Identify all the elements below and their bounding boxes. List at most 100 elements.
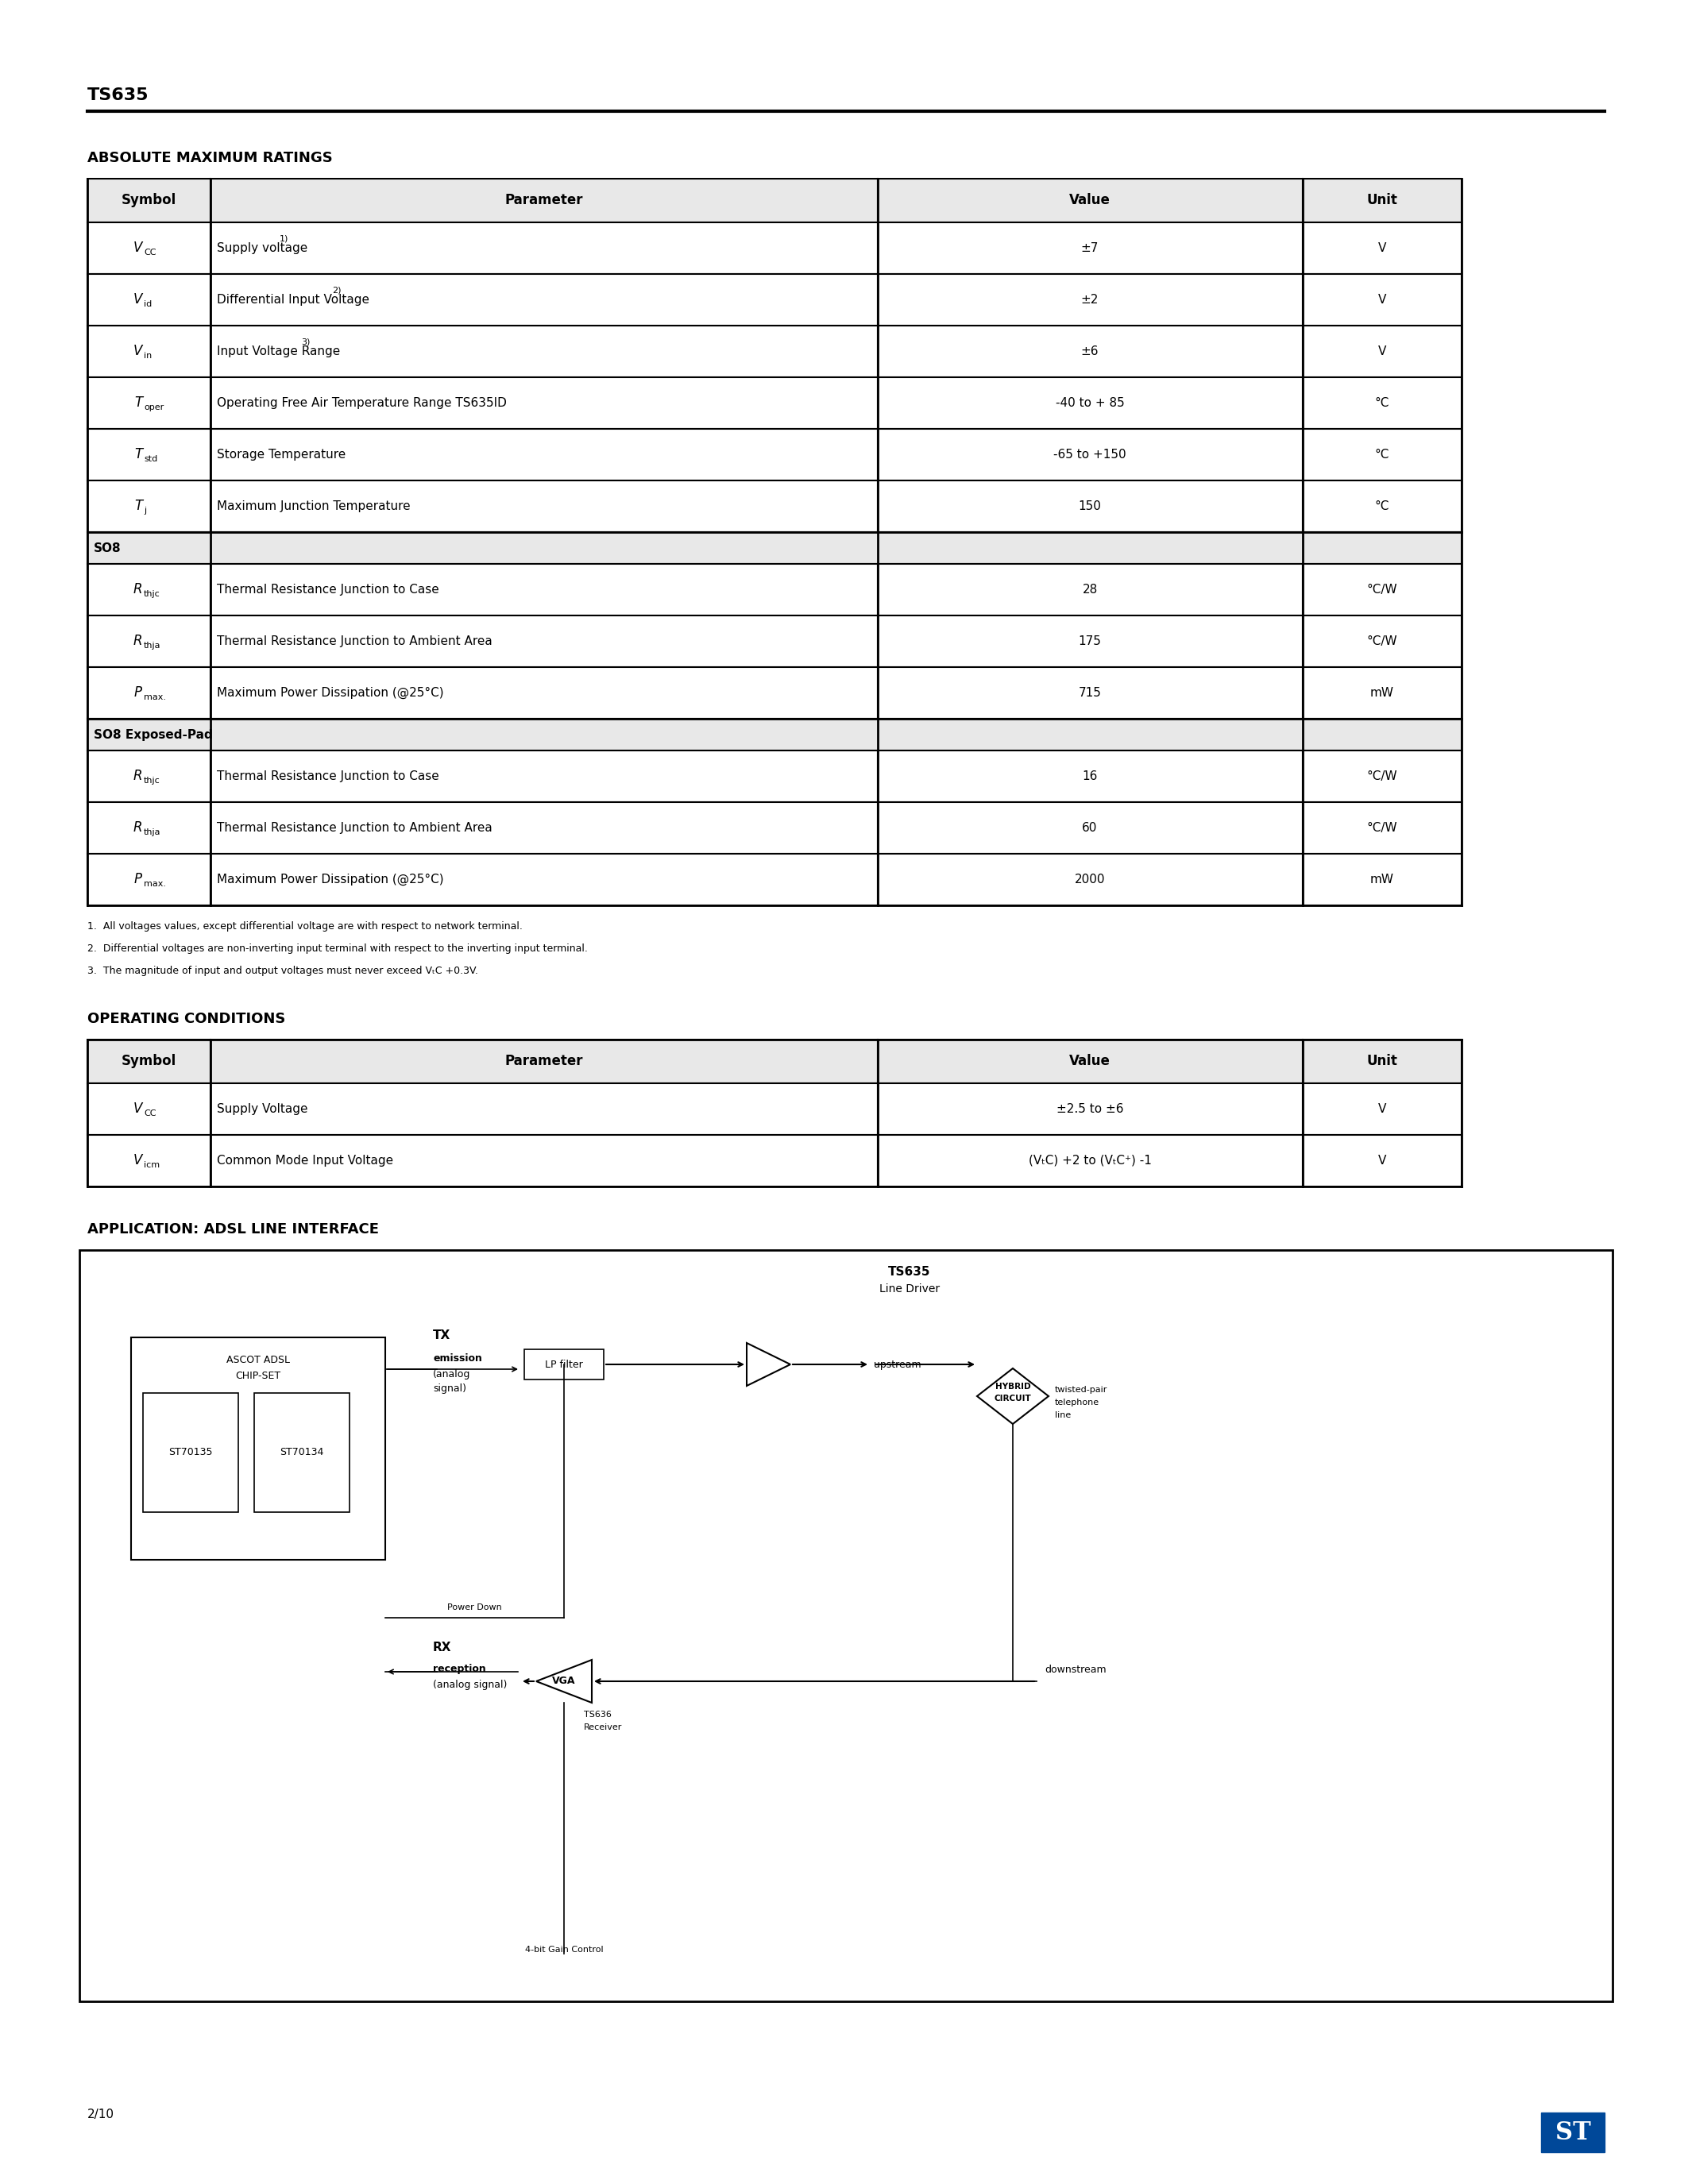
Text: R: R (133, 769, 142, 784)
Text: j: j (143, 507, 147, 515)
Text: 3): 3) (302, 339, 311, 345)
Text: R: R (133, 583, 142, 596)
Bar (79, 1249, 1612, 2001)
Text: 1.  All voltages values, except differential voltage are with respect to network: 1. All voltages values, except different… (88, 922, 523, 933)
Text: HYBRID: HYBRID (996, 1382, 1030, 1391)
Text: -65 to +150: -65 to +150 (1053, 448, 1126, 461)
Text: mW: mW (1371, 686, 1394, 699)
Bar (878, 273, 1303, 325)
Bar (878, 428, 1303, 480)
Text: P: P (135, 871, 142, 887)
Text: Parameter: Parameter (505, 1055, 584, 1068)
Bar (211, 325, 878, 378)
Text: V: V (133, 1153, 142, 1168)
Text: T: T (133, 498, 142, 513)
Text: V: V (133, 1101, 142, 1116)
Bar (878, 616, 1303, 666)
Text: max.: max. (143, 880, 165, 889)
Text: Supply Voltage: Supply Voltage (216, 1103, 307, 1114)
Bar (1303, 325, 1462, 378)
Bar (211, 223, 878, 273)
Text: id: id (143, 299, 152, 308)
Text: icm: icm (143, 1162, 160, 1168)
Text: Parameter: Parameter (505, 192, 584, 207)
Bar (88, 751, 211, 802)
Bar (878, 223, 1303, 273)
Text: twisted-pair: twisted-pair (1055, 1387, 1107, 1393)
Text: Input Voltage Range: Input Voltage Range (216, 345, 341, 356)
Bar (878, 480, 1303, 533)
Bar (1303, 1083, 1462, 1136)
Bar (878, 854, 1303, 906)
Bar (211, 616, 878, 666)
Bar (211, 751, 878, 802)
Text: Value: Value (1069, 1055, 1111, 1068)
Text: (analog signal): (analog signal) (432, 1679, 506, 1690)
Text: Receiver: Receiver (584, 1723, 623, 1732)
Text: SO8: SO8 (95, 542, 122, 555)
Text: Storage Temperature: Storage Temperature (216, 448, 346, 461)
Bar (211, 854, 878, 906)
Text: telephone: telephone (1055, 1398, 1099, 1406)
Bar (878, 179, 1303, 223)
Text: 2.  Differential voltages are non-inverting input terminal with respect to the i: 2. Differential voltages are non-inverti… (88, 943, 587, 954)
Text: reception: reception (432, 1664, 486, 1675)
Bar (143, 1393, 238, 1511)
Bar (878, 1083, 1303, 1136)
Text: Thermal Resistance Junction to Case: Thermal Resistance Junction to Case (216, 583, 439, 596)
Text: RX: RX (432, 1642, 452, 1653)
Bar (88, 666, 211, 719)
Text: ±2.5 to ±6: ±2.5 to ±6 (1057, 1103, 1124, 1114)
Text: Unit: Unit (1367, 192, 1398, 207)
Text: °C/W: °C/W (1367, 636, 1398, 646)
Text: Symbol: Symbol (122, 192, 176, 207)
Text: V: V (1377, 345, 1386, 356)
Text: 175: 175 (1079, 636, 1101, 646)
Text: °C: °C (1374, 397, 1389, 408)
Text: thja: thja (143, 642, 160, 649)
Text: ST70134: ST70134 (280, 1448, 324, 1457)
Bar (878, 1136, 1303, 1186)
Bar (878, 666, 1303, 719)
Bar (1303, 563, 1462, 616)
Text: max.: max. (143, 692, 165, 701)
Text: thja: thja (143, 828, 160, 836)
Text: TS636: TS636 (584, 1710, 611, 1719)
Text: APPLICATION: ADSL LINE INTERFACE: APPLICATION: ADSL LINE INTERFACE (88, 1223, 378, 1236)
Bar (88, 480, 211, 533)
Bar (878, 802, 1303, 854)
Text: in: in (143, 352, 152, 360)
Text: ±7: ±7 (1080, 242, 1099, 253)
Bar (132, 1337, 385, 1559)
Text: SO8 Exposed-Pad: SO8 Exposed-Pad (95, 729, 213, 740)
Bar (88, 1083, 211, 1136)
Text: Line Driver: Line Driver (879, 1284, 940, 1295)
Text: R: R (133, 633, 142, 649)
Text: thjc: thjc (143, 590, 160, 598)
Bar (1303, 273, 1462, 325)
Bar (88, 179, 211, 223)
Text: Value: Value (1069, 192, 1111, 207)
Text: 4-bit Gain Control: 4-bit Gain Control (525, 1946, 603, 1955)
Text: V: V (1377, 242, 1386, 253)
Text: V: V (133, 343, 142, 358)
Text: V: V (1377, 293, 1386, 306)
Bar (1303, 223, 1462, 273)
Text: LP filter: LP filter (545, 1358, 582, 1369)
Text: Unit: Unit (1367, 1055, 1398, 1068)
Bar (1303, 1040, 1462, 1083)
Text: Maximum Power Dissipation (@25°C): Maximum Power Dissipation (@25°C) (216, 874, 444, 885)
Bar (211, 273, 878, 325)
Bar (88, 273, 211, 325)
Text: V: V (1377, 1155, 1386, 1166)
Text: 28: 28 (1082, 583, 1097, 596)
Bar (878, 1040, 1303, 1083)
Bar (878, 563, 1303, 616)
Bar (1303, 751, 1462, 802)
Text: Differential Input Voltage: Differential Input Voltage (216, 293, 370, 306)
Bar (211, 480, 878, 533)
Text: 16: 16 (1082, 771, 1097, 782)
Text: Thermal Resistance Junction to Ambient Area: Thermal Resistance Junction to Ambient A… (216, 636, 493, 646)
Bar (878, 325, 1303, 378)
Text: mW: mW (1371, 874, 1394, 885)
